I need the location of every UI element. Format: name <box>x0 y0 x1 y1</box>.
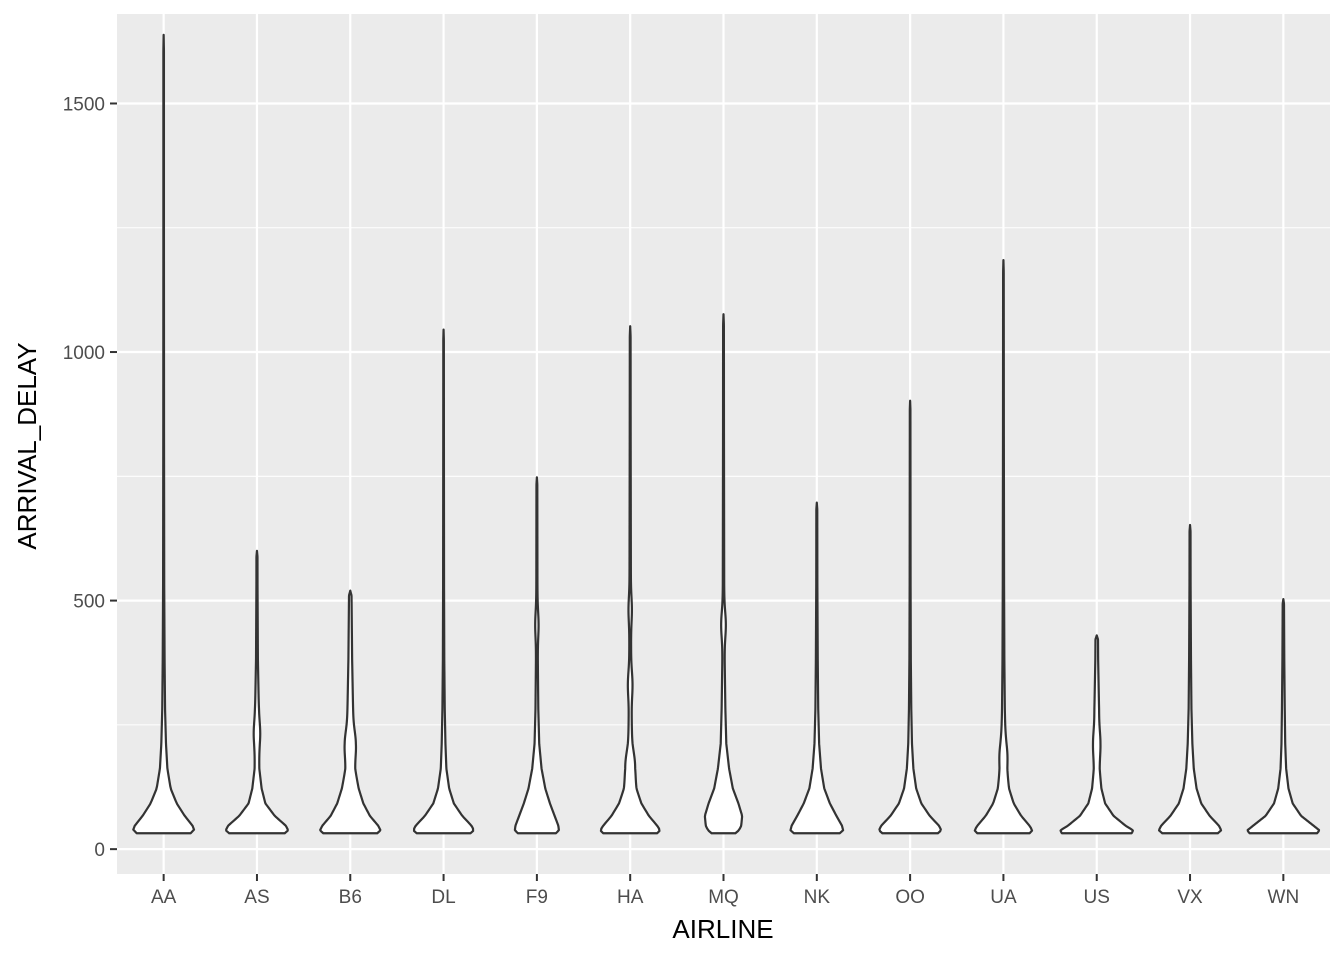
violins <box>132 33 1321 835</box>
x-tick-label: WN <box>1268 887 1300 908</box>
y-tick-label: 0 <box>94 840 105 861</box>
x-tick-label: OO <box>895 887 925 908</box>
x-tick-label: DL <box>431 887 455 908</box>
x-axis-title: AIRLINE <box>672 914 773 944</box>
violin-mq <box>703 313 744 835</box>
x-tick-label: UA <box>990 887 1017 908</box>
violin-dl <box>412 328 475 835</box>
x-tick-label: HA <box>617 887 644 908</box>
violin-us <box>1059 634 1134 835</box>
y-tick-label: 1000 <box>63 343 105 364</box>
y-tick-label: 1500 <box>63 94 105 115</box>
x-tick-label: US <box>1084 887 1110 908</box>
x-tick-label: F9 <box>526 887 548 908</box>
violin-ha <box>599 325 661 835</box>
violin-nk <box>789 501 845 835</box>
x-tick-label: MQ <box>708 887 739 908</box>
y-axis: 0 500 1000 1500 <box>63 94 117 861</box>
violin-wn <box>1246 598 1321 835</box>
y-axis-title: ARRIVAL_DELAY <box>12 342 42 549</box>
x-tick-label: AA <box>151 887 177 908</box>
x-axis: AA AS B6 DL F9 HA MQ NK OO UA US VX WN <box>151 874 1299 908</box>
violin-aa <box>132 33 196 835</box>
violin-f9 <box>513 476 560 835</box>
x-tick-label: B6 <box>339 887 362 908</box>
x-tick-label: NK <box>804 887 831 908</box>
x-tick-label: AS <box>244 887 269 908</box>
x-tick-label: VX <box>1177 887 1203 908</box>
violin-b6 <box>319 589 382 835</box>
y-tick-label: 500 <box>73 592 105 613</box>
violin-as <box>225 549 289 835</box>
violin-ua <box>973 258 1034 835</box>
violin-vx <box>1157 523 1223 835</box>
violin-oo <box>878 399 942 835</box>
